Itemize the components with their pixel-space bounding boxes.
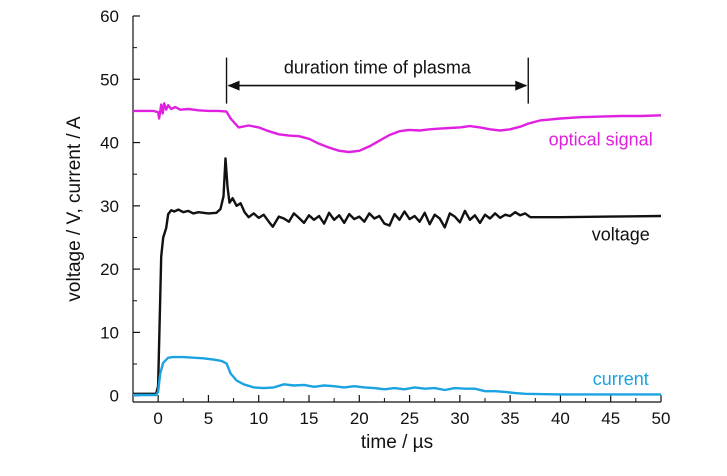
y-tick-label: 50 — [100, 70, 119, 89]
series-layer — [133, 102, 662, 397]
x-tick-label: 10 — [249, 409, 268, 428]
y-tick-label: 30 — [100, 197, 119, 216]
plot-frame — [132, 16, 661, 403]
x-axis-title: time / µs — [361, 432, 433, 453]
x-axis: 0 5 10 15 20 25 30 35 40 45 50 — [132, 395, 671, 428]
voltage-label: voltage — [592, 225, 650, 245]
annotation: duration time of plasma — [225, 57, 529, 104]
y-axis-title: voltage / V, current / A — [64, 116, 85, 302]
voltage-line — [133, 157, 662, 395]
y-axis: 0 10 20 30 40 50 60 — [100, 7, 140, 406]
annotation-text: duration time of plasma — [284, 58, 472, 78]
optical-signal-line — [133, 102, 662, 154]
y-tick-label: 10 — [100, 323, 119, 342]
x-tick-label: 40 — [551, 409, 570, 428]
series-labels: optical signal voltage current — [549, 130, 653, 389]
x-tick-label: 35 — [501, 409, 520, 428]
y-tick-label: 60 — [100, 7, 119, 26]
optical-signal-label: optical signal — [549, 130, 653, 150]
y-tick-label: 0 — [110, 387, 119, 406]
x-tick-label: 15 — [300, 409, 319, 428]
y-tick-label: 20 — [100, 260, 119, 279]
x-tick-label: 5 — [204, 409, 213, 428]
annotation-arrowhead-left — [227, 80, 240, 91]
x-tick-label: 0 — [153, 409, 162, 428]
x-tick-label: 25 — [400, 409, 419, 428]
x-tick-label: 50 — [652, 409, 671, 428]
y-tick-label: 40 — [100, 134, 119, 153]
current-line — [133, 355, 661, 397]
x-tick-label: 30 — [450, 409, 469, 428]
annotation-arrowhead-right — [515, 80, 528, 91]
current-label: current — [593, 369, 649, 389]
x-tick-label: 45 — [601, 409, 620, 428]
x-tick-label: 20 — [350, 409, 369, 428]
